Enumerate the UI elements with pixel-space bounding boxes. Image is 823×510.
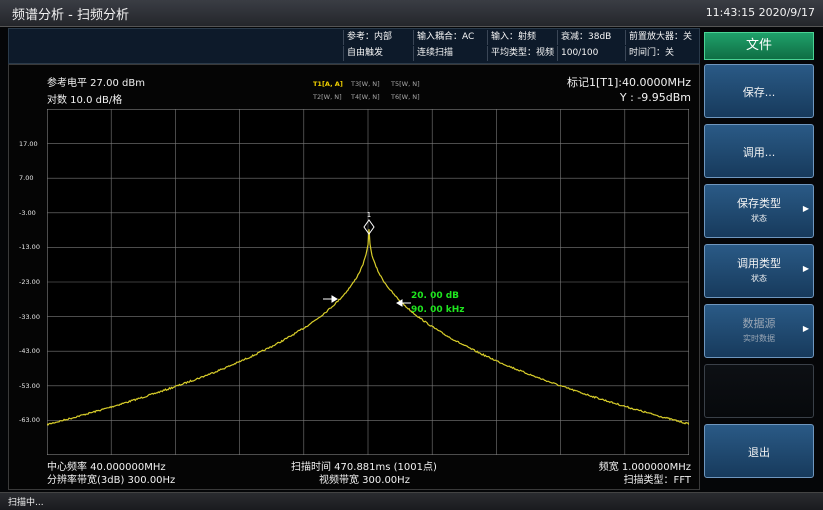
bandwidth-arrow-right — [396, 299, 411, 307]
reference-level-label: 参考电平 27.00 dBm — [47, 78, 145, 89]
scale-label: 对数 10.0 dB/格 — [47, 95, 123, 106]
save-type-button[interactable]: 保存类型 状态 ▶ — [704, 184, 814, 238]
exit-button[interactable]: 退出 — [704, 424, 814, 478]
resolution-bandwidth-label: 分辨率带宽(3dB) 300.00Hz — [47, 475, 176, 486]
average-type-setting: 平均类型：视频 — [487, 46, 557, 61]
sweep-mode-setting: 连续扫描 — [413, 46, 487, 61]
submenu-arrow-icon: ▶ — [802, 204, 809, 213]
trace-label-t2: T2[W, N] — [313, 93, 342, 101]
input-coupling-setting: 输入耦合：AC — [413, 30, 487, 45]
reference-setting: 参考：内部 — [343, 30, 413, 45]
soft-key-menu: 文件 保存... 调用... 保存类型 状态 ▶ 调用类型 状态 ▶ 数据源 实… — [700, 28, 818, 488]
data-source-button[interactable]: 数据源 实时数据 ▶ — [704, 304, 814, 358]
trace-label-t5: T5[W, N] — [391, 80, 420, 88]
preamp-setting: 前置放大器：关 — [625, 30, 701, 45]
bandwidth-level-readout: 20. 00 dB — [411, 291, 460, 301]
y-axis-tick-label: -13.00 — [19, 243, 40, 252]
clock: 11:43:15 2020/9/17 — [705, 6, 815, 19]
instrument-settings-bar: 参考：内部 输入耦合：AC 输入：射频 衰减：38dB 前置放大器：关 自由触发… — [8, 28, 700, 64]
save-button[interactable]: 保存... — [704, 64, 814, 118]
center-frequency-label: 中心频率 40.000000MHz — [47, 462, 166, 473]
span-label: 频宽 1.000000MHz — [598, 462, 691, 473]
sweep-type-label: 扫描类型：FFT — [623, 475, 691, 486]
trace-label-t4: T4[W, N] — [351, 93, 380, 101]
y-axis-tick-label: 17.00 — [19, 139, 38, 148]
y-axis-tick-label: -3.00 — [19, 208, 36, 217]
status-bar: 扫描中... — [0, 492, 823, 510]
marker-amplitude-readout: Y : -9.95dBm — [619, 91, 691, 104]
y-axis-tick-label: -23.00 — [19, 278, 40, 286]
data-source-value: 实时数据 — [743, 334, 775, 343]
save-type-label: 保存类型 — [737, 197, 781, 210]
menu-title: 文件 — [704, 32, 814, 60]
gate-setting: 时间门：关 — [625, 46, 701, 61]
window-title: 频谱分析 - 扫频分析 — [12, 8, 129, 23]
y-axis-tick-label: -43.00 — [19, 347, 40, 356]
attenuation-setting: 衰减：38dB — [557, 30, 625, 45]
bandwidth-frequency-readout: 90. 00 kHz — [411, 305, 465, 315]
trace-label-t3: T3[W, N] — [351, 80, 380, 88]
recall-type-value: 状态 — [751, 274, 767, 283]
exit-button-label: 退出 — [748, 446, 770, 459]
submenu-arrow-icon: ▶ — [802, 264, 809, 273]
sweep-time-label: 扫描时间 470.881ms (1001点) — [291, 462, 437, 473]
y-axis-tick-label: -33.00 — [19, 312, 40, 321]
bandwidth-arrow-left — [323, 295, 338, 303]
status-text: 扫描中... — [8, 498, 44, 508]
title-bar: 频谱分析 - 扫频分析 11:43:15 2020/9/17 — [0, 0, 823, 27]
average-count: 100/100 — [557, 46, 625, 61]
input-setting: 输入：射频 — [487, 30, 557, 45]
y-axis-tick-label: -53.00 — [19, 381, 40, 390]
data-source-label: 数据源 — [742, 317, 776, 330]
y-axis-tick-label: 7.00 — [19, 174, 34, 183]
spectrum-plot[interactable]: 1 — [47, 109, 689, 455]
recall-button[interactable]: 调用... — [704, 124, 814, 178]
trigger-setting: 自由触发 — [343, 46, 413, 61]
y-axis-tick-label: -63.00 — [19, 416, 40, 425]
spectrum-graph-panel: 参考电平 27.00 dBm 对数 10.0 dB/格 T1[A, A] T3[… — [8, 64, 700, 490]
plot-grid — [47, 109, 689, 455]
trace-label-t6: T6[W, N] — [391, 93, 420, 101]
submenu-arrow-icon: ▶ — [802, 324, 809, 333]
recall-button-label: 调用... — [742, 146, 776, 159]
empty-soft-key — [704, 364, 814, 418]
trace-1-curve — [47, 229, 689, 426]
marker-number: 1 — [367, 211, 371, 219]
recall-type-button[interactable]: 调用类型 状态 ▶ — [704, 244, 814, 298]
marker-1: 1 — [363, 211, 375, 235]
video-bandwidth-label: 视频带宽 300.00Hz — [319, 475, 410, 486]
recall-type-label: 调用类型 — [737, 257, 781, 270]
marker-frequency-readout: 标记1[T1]:40.0000MHz — [566, 76, 691, 89]
save-type-value: 状态 — [751, 214, 767, 223]
save-button-label: 保存... — [742, 86, 776, 99]
trace-label-t1: T1[A, A] — [313, 80, 343, 88]
